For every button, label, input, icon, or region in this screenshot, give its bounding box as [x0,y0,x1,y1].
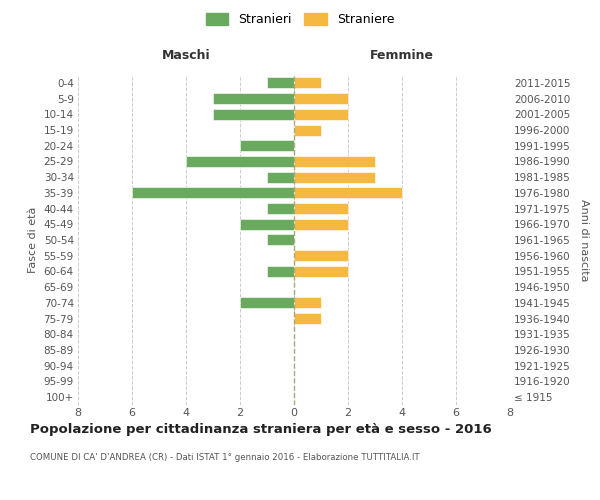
Y-axis label: Fasce di età: Fasce di età [28,207,38,273]
Bar [294,219,348,230]
Bar [213,109,294,120]
Bar [294,156,375,167]
Bar [267,203,294,214]
Bar [294,298,321,308]
Bar [132,188,294,198]
Text: COMUNE DI CA' D'ANDREA (CR) - Dati ISTAT 1° gennaio 2016 - Elaborazione TUTTITAL: COMUNE DI CA' D'ANDREA (CR) - Dati ISTAT… [30,452,419,462]
Text: Maschi: Maschi [161,49,211,62]
Bar [267,266,294,277]
Bar [294,188,402,198]
Bar [294,124,321,136]
Bar [294,313,321,324]
Y-axis label: Anni di nascita: Anni di nascita [579,198,589,281]
Text: Popolazione per cittadinanza straniera per età e sesso - 2016: Popolazione per cittadinanza straniera p… [30,422,492,436]
Bar [267,234,294,246]
Legend: Stranieri, Straniere: Stranieri, Straniere [202,8,398,30]
Bar [294,203,348,214]
Text: Femmine: Femmine [370,49,434,62]
Bar [240,219,294,230]
Bar [294,250,348,261]
Bar [294,109,348,120]
Bar [267,172,294,182]
Bar [186,156,294,167]
Bar [294,93,348,104]
Bar [213,93,294,104]
Bar [294,78,321,88]
Bar [267,78,294,88]
Bar [240,298,294,308]
Bar [294,266,348,277]
Bar [240,140,294,151]
Bar [294,172,375,182]
